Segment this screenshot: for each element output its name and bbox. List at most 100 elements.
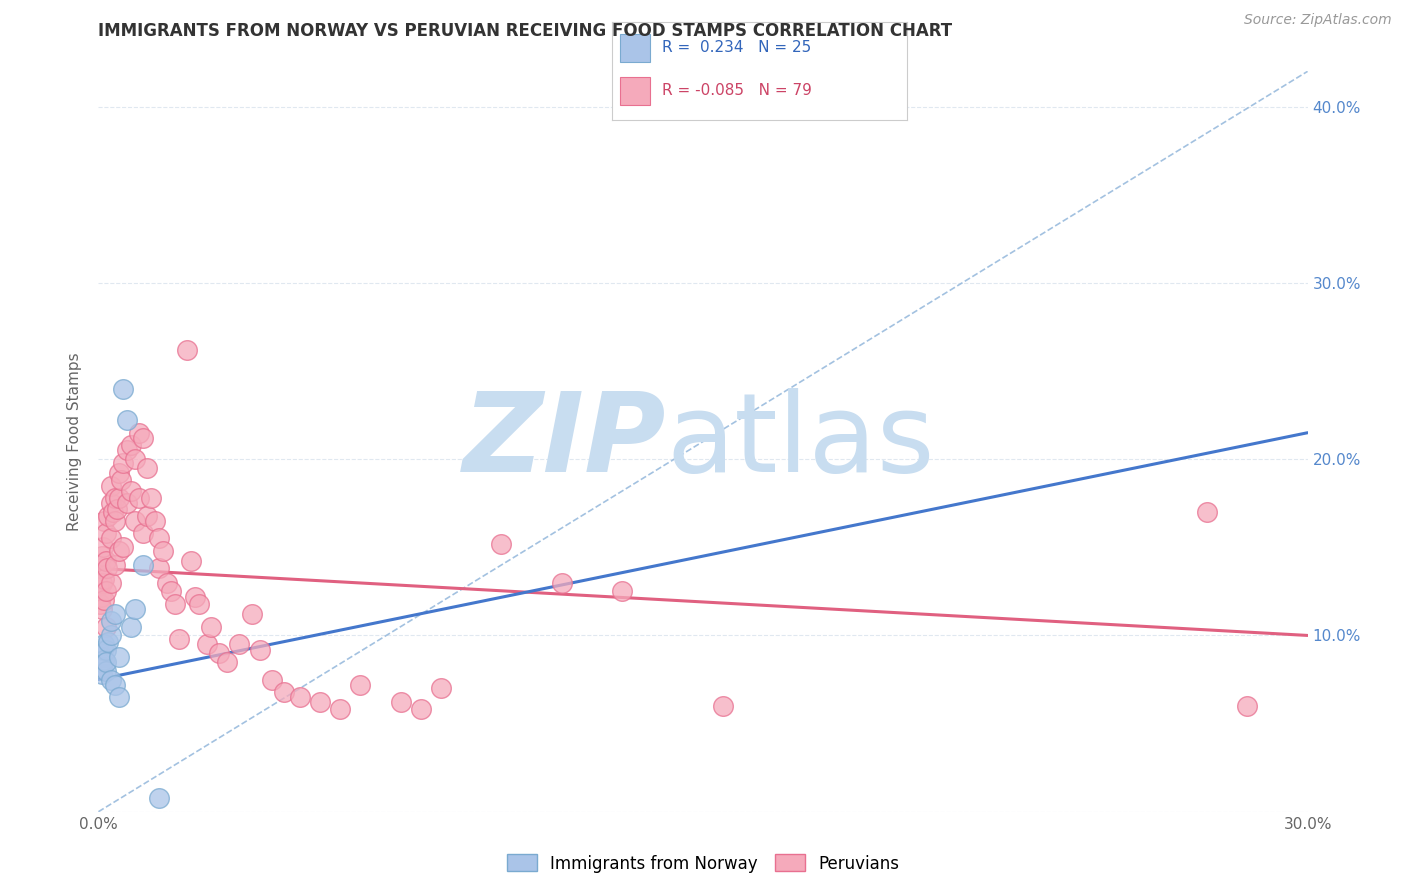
- Point: [93, 514, 115, 528]
- Point: [156, 575, 179, 590]
- Point: [288, 690, 311, 705]
- Point: [97, 508, 120, 523]
- Point: [111, 456, 134, 470]
- Text: R = -0.085   N = 79: R = -0.085 N = 79: [662, 84, 811, 98]
- Point: [176, 343, 198, 357]
- Point: [188, 597, 211, 611]
- Point: [107, 649, 129, 664]
- Point: [551, 575, 574, 590]
- Point: [135, 508, 157, 523]
- Point: [217, 655, 239, 669]
- Point: [100, 673, 122, 687]
- Point: [111, 382, 134, 396]
- Point: [111, 541, 134, 555]
- Point: [135, 461, 157, 475]
- Point: [115, 413, 138, 427]
- Point: [89, 579, 111, 593]
- Point: [132, 558, 155, 572]
- Y-axis label: Receiving Food Stamps: Receiving Food Stamps: [67, 352, 83, 531]
- Point: [329, 702, 352, 716]
- Point: [184, 590, 207, 604]
- Point: [96, 619, 118, 633]
- Point: [148, 790, 170, 805]
- Point: [208, 646, 231, 660]
- Point: [167, 632, 190, 646]
- Point: [349, 678, 371, 692]
- Point: [100, 478, 122, 492]
- Point: [89, 646, 111, 660]
- Point: [491, 537, 513, 551]
- Point: [228, 637, 250, 651]
- Point: [97, 635, 120, 649]
- Point: [148, 561, 170, 575]
- Point: [93, 637, 115, 651]
- Point: [100, 628, 122, 642]
- Legend: Immigrants from Norway, Peruvians: Immigrants from Norway, Peruvians: [501, 847, 905, 880]
- Point: [100, 496, 122, 510]
- Point: [90, 590, 112, 604]
- Point: [91, 541, 114, 555]
- Point: [89, 597, 111, 611]
- Point: [96, 642, 118, 657]
- Point: [124, 452, 146, 467]
- Point: [143, 514, 166, 528]
- Point: [120, 438, 142, 452]
- Point: [91, 642, 114, 657]
- Point: [115, 496, 138, 510]
- Point: [89, 655, 111, 669]
- Point: [120, 483, 142, 498]
- Point: [89, 561, 111, 575]
- Point: [163, 597, 186, 611]
- Point: [409, 702, 432, 716]
- Text: IMMIGRANTS FROM NORWAY VS PERUVIAN RECEIVING FOOD STAMPS CORRELATION CHART: IMMIGRANTS FROM NORWAY VS PERUVIAN RECEI…: [98, 22, 952, 40]
- Point: [128, 491, 150, 505]
- Point: [110, 473, 132, 487]
- Point: [91, 602, 114, 616]
- Text: atlas: atlas: [666, 388, 935, 495]
- Point: [91, 667, 114, 681]
- Point: [240, 607, 263, 622]
- Point: [91, 649, 114, 664]
- Point: [124, 514, 146, 528]
- Point: [160, 584, 183, 599]
- Point: [96, 655, 118, 669]
- Point: [430, 681, 453, 696]
- Point: [249, 642, 271, 657]
- Point: [132, 526, 155, 541]
- Point: [100, 615, 122, 629]
- Point: [200, 619, 222, 633]
- Point: [96, 526, 118, 541]
- FancyBboxPatch shape: [620, 34, 650, 62]
- Point: [100, 532, 122, 546]
- Point: [260, 673, 283, 687]
- Point: [612, 584, 634, 599]
- Point: [103, 558, 125, 572]
- Point: [128, 425, 150, 440]
- Point: [90, 660, 112, 674]
- Point: [103, 491, 125, 505]
- Point: [103, 514, 125, 528]
- Point: [94, 554, 117, 568]
- Point: [139, 491, 162, 505]
- Point: [94, 664, 117, 678]
- Point: [120, 619, 142, 633]
- Point: [1236, 698, 1258, 713]
- Point: [107, 544, 129, 558]
- Point: [195, 637, 218, 651]
- Point: [152, 544, 174, 558]
- Point: [148, 532, 170, 546]
- Point: [309, 695, 332, 709]
- Point: [101, 505, 124, 519]
- Point: [389, 695, 412, 709]
- Point: [105, 501, 128, 516]
- Point: [132, 431, 155, 445]
- Point: [180, 554, 202, 568]
- Point: [107, 467, 129, 481]
- Point: [711, 698, 734, 713]
- Point: [93, 593, 115, 607]
- Point: [93, 653, 115, 667]
- Point: [273, 685, 295, 699]
- FancyBboxPatch shape: [620, 78, 650, 104]
- Point: [93, 572, 115, 586]
- Point: [96, 561, 118, 575]
